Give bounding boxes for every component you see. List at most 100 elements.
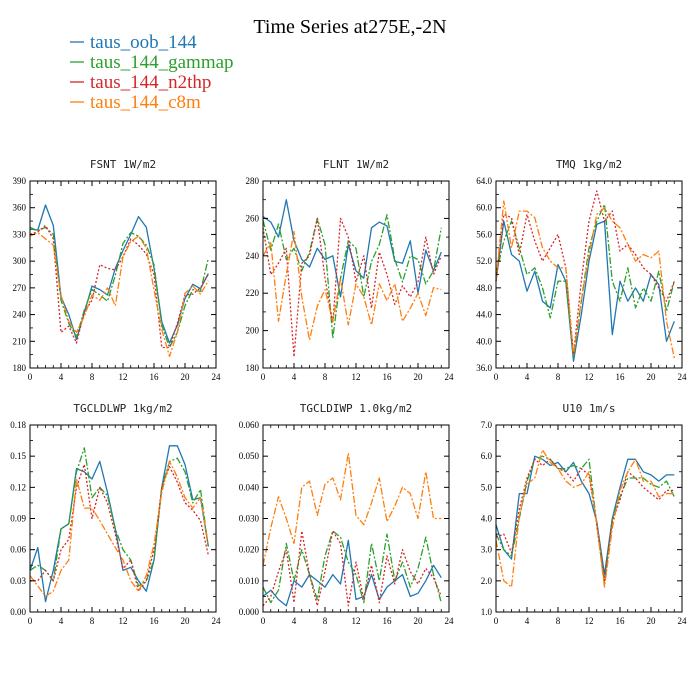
y-tick-label: 0.09 <box>10 514 26 524</box>
x-tick-label: 4 <box>59 616 64 626</box>
x-tick-label: 4 <box>525 372 530 382</box>
x-tick-label: 24 <box>678 616 688 626</box>
chart-panel: FLNT 1W/m2 0 4 8 12 16 20 24 180 200 220 240 260 280 <box>246 158 455 382</box>
series-line <box>262 217 442 358</box>
x-tick-label: 16 <box>616 616 626 626</box>
x-tick-label: 20 <box>414 372 424 382</box>
legend-label: taus_144_gammap <box>90 52 234 73</box>
x-tick-label: 16 <box>383 616 393 626</box>
series-line <box>29 231 209 358</box>
y-tick-label: 240 <box>13 310 27 320</box>
y-tick-label: 0.12 <box>10 482 26 492</box>
y-tick-label: 60.0 <box>476 203 492 213</box>
x-tick-label: 0 <box>261 616 266 626</box>
x-tick-label: 4 <box>292 616 297 626</box>
y-tick-label: 0.030 <box>239 514 260 524</box>
y-tick-label: 0.06 <box>10 545 26 555</box>
legend-item: taus_144_n2thp <box>70 72 211 93</box>
plot-frame <box>495 424 683 613</box>
series-line <box>262 230 442 341</box>
x-tick-label: 24 <box>678 372 688 382</box>
y-tick-label: 200 <box>246 326 260 336</box>
x-tick-label: 0 <box>261 372 266 382</box>
y-tick-label: 44.0 <box>476 310 492 320</box>
series-line <box>495 455 675 576</box>
chart-panel: U10 1m/s 0 4 8 12 16 20 24 1.0 2.0 3.0 4.0 5.0 6.0 7.0 <box>481 402 687 626</box>
series-line <box>29 224 209 349</box>
y-tick-label: 5.0 <box>481 482 493 492</box>
y-tick-label: 48.0 <box>476 283 492 293</box>
x-tick-label: 0 <box>28 616 33 626</box>
y-tick-label: 180 <box>246 363 260 373</box>
y-tick-label: 0.040 <box>239 482 260 492</box>
x-tick-label: 4 <box>525 616 530 626</box>
y-tick-label: 1.0 <box>481 607 493 617</box>
series-line <box>262 530 442 607</box>
y-tick-label: 240 <box>246 251 260 261</box>
x-tick-label: 12 <box>352 616 361 626</box>
legend-label: taus_144_n2thp <box>90 72 211 93</box>
y-tick-label: 52.0 <box>476 256 492 266</box>
panels: FSNT 1W/m20 4 8 12 16 20 241802102402703003303… <box>10 158 687 626</box>
x-tick-label: 16 <box>383 372 393 382</box>
y-tick-label: 6.0 <box>481 451 493 461</box>
y-tick-label: 270 <box>13 283 27 293</box>
chart-panel: FSNT 1W/m2 0 4 8 12 16 20 24 180 210 240 270 300 330 3… <box>13 158 222 382</box>
plot-frame <box>495 180 683 369</box>
x-tick-label: 12 <box>119 616 128 626</box>
legend-item: taus_144_gammap <box>70 52 234 73</box>
x-tick-label: 8 <box>556 372 561 382</box>
series-line <box>29 445 209 603</box>
y-tick-label: 330 <box>13 229 27 239</box>
y-tick-label: 0.15 <box>10 451 26 461</box>
series-line <box>262 530 442 604</box>
x-tick-label: 16 <box>150 616 160 626</box>
legend-label: taus_144_c8m <box>90 92 201 113</box>
chart-panel: TGCLDIWP 1.0kg/m2 0 4 8 12 16 20 24 0.000 0.010 0.… <box>239 402 454 626</box>
y-tick-label: 64.0 <box>476 176 492 186</box>
series-line <box>29 460 209 598</box>
y-tick-label: 0.000 <box>239 607 260 617</box>
series-line <box>262 539 442 607</box>
x-tick-label: 0 <box>494 372 499 382</box>
legend-label: taus_oob_144 <box>90 32 197 53</box>
x-tick-label: 0 <box>28 372 33 382</box>
x-tick-label: 8 <box>90 616 95 626</box>
chart-title: FSNT 1W/m2 <box>90 158 156 171</box>
figure-title: Time Series at275E,-2N <box>253 16 446 38</box>
y-tick-label: 220 <box>246 288 260 298</box>
x-tick-label: 12 <box>585 616 594 626</box>
y-tick-label: 0.060 <box>239 420 260 430</box>
x-tick-label: 12 <box>585 372 594 382</box>
plot-frame <box>29 424 217 613</box>
x-tick-label: 8 <box>323 372 328 382</box>
chart-panel: TMQ 1kg/m2 0 4 8 12 16 20 24 36.0 40.0 44.0 48.0 52.… <box>476 158 687 382</box>
y-tick-label: 300 <box>13 256 27 266</box>
y-tick-label: 0.03 <box>10 576 26 586</box>
chart-title: TMQ 1kg/m2 <box>556 158 622 171</box>
x-tick-label: 24 <box>445 372 455 382</box>
series-line <box>495 190 675 356</box>
x-tick-label: 12 <box>352 372 361 382</box>
series-line <box>30 463 209 592</box>
x-tick-label: 4 <box>59 372 64 382</box>
x-tick-label: 24 <box>212 616 222 626</box>
series-line <box>262 452 442 566</box>
series-line <box>29 447 209 587</box>
series-line <box>495 449 675 588</box>
x-tick-label: 24 <box>445 616 455 626</box>
x-tick-label: 20 <box>647 616 657 626</box>
x-tick-label: 20 <box>647 372 657 382</box>
chart-panel: TGCLDLWP 1kg/m2 0 4 8 12 16 20 24 0.00 0.03 0.06 0.… <box>10 402 221 626</box>
x-tick-label: 4 <box>292 372 297 382</box>
legend-item: taus_oob_144 <box>70 32 197 53</box>
y-tick-label: 56.0 <box>476 229 492 239</box>
y-tick-label: 0.00 <box>10 607 26 617</box>
x-tick-label: 8 <box>323 616 328 626</box>
y-tick-label: 0.010 <box>239 576 260 586</box>
y-tick-label: 7.0 <box>481 420 493 430</box>
x-tick-label: 24 <box>212 372 222 382</box>
y-tick-label: 180 <box>13 363 27 373</box>
series-line <box>262 199 442 298</box>
x-tick-label: 16 <box>150 372 160 382</box>
